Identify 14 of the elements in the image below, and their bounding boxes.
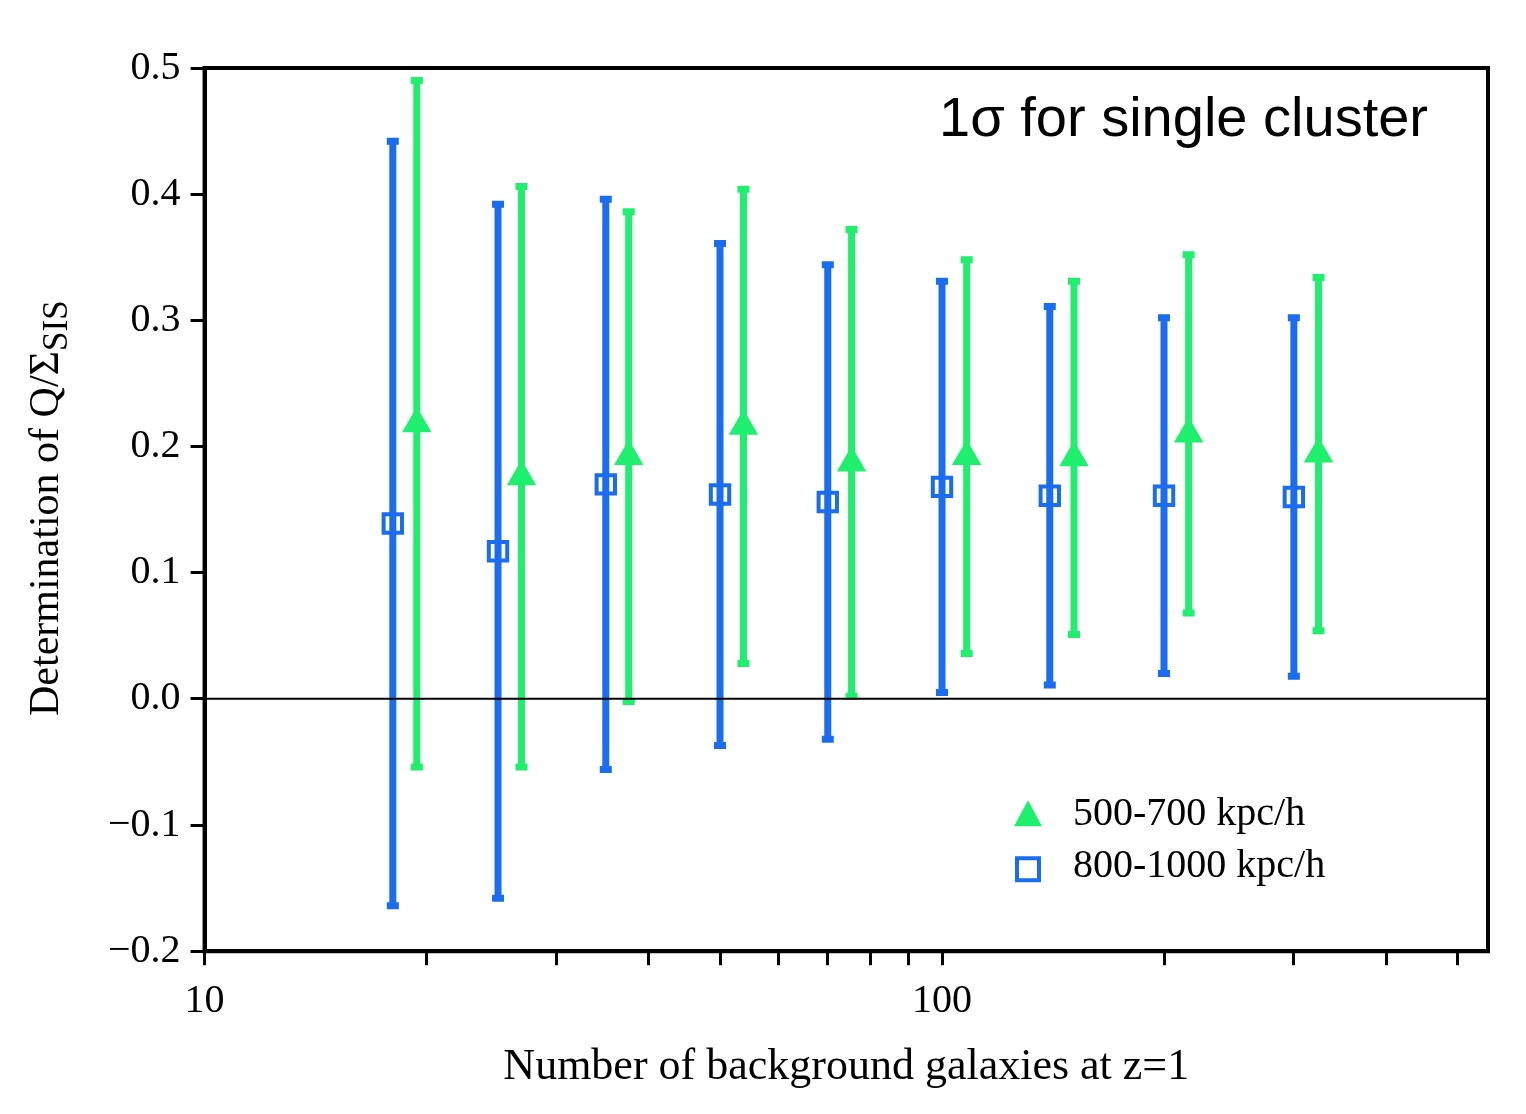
y-tick-label: 0.0 (130, 673, 181, 719)
y-tick-label: 0.4 (130, 168, 181, 214)
y-tick-label: 0.1 (130, 547, 181, 593)
x-tick-label: 10 (184, 975, 225, 1021)
y-tick-label: −0.1 (108, 799, 181, 845)
x-axis-title: Number of background galaxies at z=1 (503, 1040, 1190, 1090)
annotation: 1σ for single cluster (939, 85, 1428, 149)
y-tick-label: 0.3 (130, 294, 181, 340)
x-tick-label: 100 (912, 975, 973, 1021)
y-tick-label: 0.2 (130, 421, 181, 467)
y-tick-label: 0.5 (130, 42, 181, 88)
legend-label: 500-700 kpc/h (1073, 788, 1306, 834)
y-tick-label: −0.2 (108, 925, 181, 971)
legend-label: 800-1000 kpc/h (1073, 840, 1326, 886)
